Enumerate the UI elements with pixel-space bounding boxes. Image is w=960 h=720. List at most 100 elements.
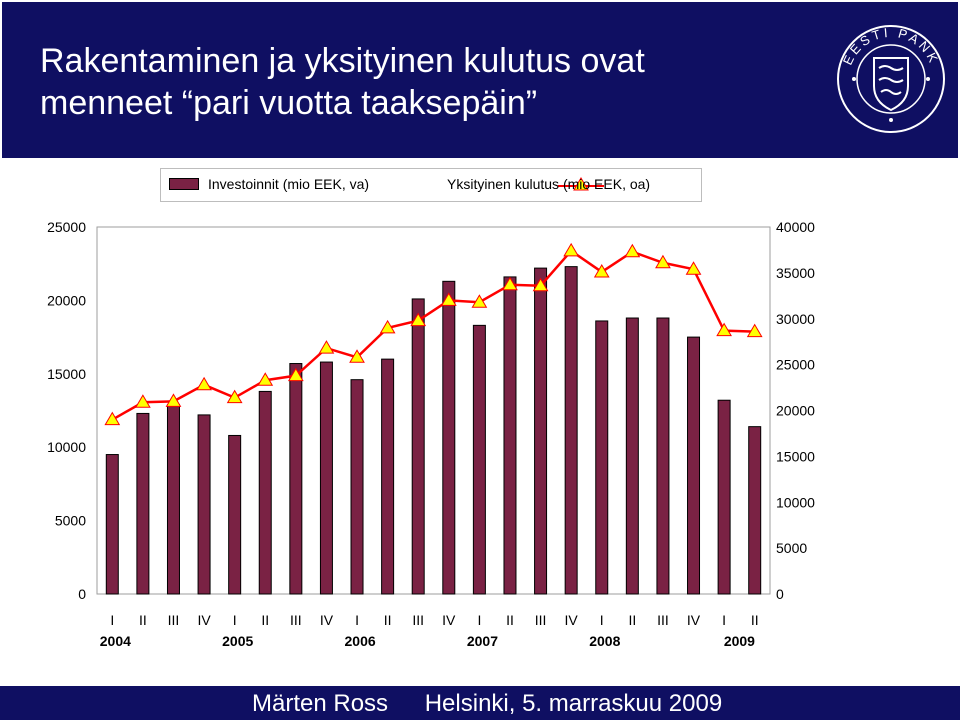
marker-consumption xyxy=(257,372,274,386)
bar-investments xyxy=(166,404,180,595)
bar-investments xyxy=(350,379,364,595)
eesti-pank-logo: EESTI PANK xyxy=(837,25,945,133)
x-axis-year-label: 2005 xyxy=(222,633,253,649)
marker-consumption xyxy=(746,323,763,338)
bar-investments xyxy=(228,434,242,595)
x-axis-quarter-label: II xyxy=(506,612,514,628)
x-axis-quarter-label: IV xyxy=(442,612,456,628)
x-axis-quarter-label: I xyxy=(600,612,604,628)
left-axis-tick-label: 15000 xyxy=(47,366,86,382)
marker-consumption xyxy=(440,292,457,306)
x-axis-quarter-label: I xyxy=(110,612,114,628)
marker-consumption xyxy=(104,411,121,426)
x-axis-quarter-label: III xyxy=(657,612,669,628)
left-axis-tick-label: 25000 xyxy=(47,219,86,235)
footer-text: Märten Ross Helsinki, 5. marraskuu 2009 xyxy=(252,690,722,718)
marker-consumption xyxy=(716,322,732,337)
x-axis-year-label: 2006 xyxy=(345,633,376,649)
marker-consumption xyxy=(593,263,610,278)
x-axis-quarter-label: II xyxy=(261,612,269,628)
bar-investments xyxy=(411,298,425,595)
x-axis-year-label: 2009 xyxy=(724,633,755,649)
bar-investments xyxy=(595,320,609,595)
right-axis-tick-label: 20000 xyxy=(776,403,815,419)
x-axis-quarter-label: I xyxy=(355,612,359,628)
x-axis-quarter-label: II xyxy=(628,612,636,628)
bar-investments xyxy=(136,412,150,595)
page-title-line-1: Rakentaminen ja yksityinen kulutus ovat xyxy=(40,42,645,80)
marker-consumption xyxy=(471,294,488,308)
x-axis-quarter-label: IV xyxy=(320,612,334,628)
x-axis-quarter-label: III xyxy=(412,612,424,628)
marker-consumption xyxy=(532,277,549,292)
bar-investments xyxy=(687,336,701,595)
x-axis-quarter-label: II xyxy=(751,612,759,628)
right-axis-tick-label: 30000 xyxy=(776,311,815,327)
chart-legend: Investoinnit (mio EEK, va) Yksityinen ku… xyxy=(160,168,702,202)
right-axis-tick-label: 40000 xyxy=(776,219,815,235)
x-axis-year-label: 2007 xyxy=(467,633,498,649)
logo-text: EESTI PANK xyxy=(840,25,942,67)
line-consumption xyxy=(111,249,755,421)
marker-consumption xyxy=(655,254,671,269)
x-axis-quarter-label: II xyxy=(139,612,147,628)
x-axis-quarter-label: III xyxy=(168,612,180,628)
x-axis-quarter-label: II xyxy=(384,612,392,628)
bar-investments xyxy=(442,280,456,595)
bar-investments xyxy=(717,399,731,595)
left-axis-tick-label: 10000 xyxy=(47,439,86,455)
title-band: Rakentaminen ja yksityinen kulutus ovat … xyxy=(2,2,958,158)
right-axis-tick-label: 15000 xyxy=(776,448,815,464)
legend-label-investments: Investoinnit (mio EEK, va) xyxy=(208,176,370,192)
marker-consumption xyxy=(226,389,243,404)
bar-investments xyxy=(656,317,670,595)
marker-consumption xyxy=(165,393,182,407)
footer-event: Helsinki, 5. marraskuu 2009 xyxy=(424,690,723,717)
bar-line-chart: 0 5000 10000 15000 20000 25000 0 5000 10000 15000… xyxy=(47,219,815,649)
bar-investments xyxy=(564,266,578,595)
marker-consumption xyxy=(135,394,151,408)
right-axis-tick-label: 5000 xyxy=(776,540,807,556)
marker-consumption xyxy=(318,340,335,354)
marker-consumption xyxy=(563,242,580,257)
legend-swatch-consumption xyxy=(558,177,604,191)
marker-consumption xyxy=(624,243,641,258)
x-axis-quarter-label: IV xyxy=(687,612,701,628)
right-axis-tick-label: 25000 xyxy=(776,357,815,373)
bar-investments xyxy=(534,267,548,595)
marker-consumption xyxy=(379,319,396,334)
bar-investments xyxy=(625,317,639,595)
bar-investments xyxy=(258,390,272,595)
footer-band: Märten Ross Helsinki, 5. marraskuu 2009 xyxy=(0,686,960,720)
x-axis-quarter-label: I xyxy=(722,612,726,628)
right-axis-tick-label: 10000 xyxy=(776,494,815,510)
bar-investments xyxy=(503,276,517,595)
marker-consumption xyxy=(685,261,702,275)
x-axis-quarter-label: III xyxy=(535,612,547,628)
marker-consumption xyxy=(410,312,427,327)
left-axis-tick-label: 0 xyxy=(78,586,86,602)
marker-consumption xyxy=(349,349,365,363)
bar-investments xyxy=(748,426,762,595)
legend-swatch-investments xyxy=(169,178,199,190)
left-axis-tick-label: 20000 xyxy=(47,292,86,308)
bar-investments xyxy=(472,324,486,595)
x-axis-quarter-label: I xyxy=(233,612,237,628)
marker-consumption xyxy=(196,376,212,391)
marker-consumption xyxy=(287,367,304,382)
bar-investments xyxy=(105,454,119,595)
bar-investments xyxy=(319,361,333,595)
page-title: Rakentaminen ja yksityinen kulutus ovat … xyxy=(40,40,645,124)
x-axis-year-label: 2004 xyxy=(100,633,131,649)
right-axis-tick-label: 0 xyxy=(776,586,784,602)
page-title-line-2: menneet “pari vuotta taaksepäin” xyxy=(40,84,538,122)
legend-label-consumption: Yksityinen kulutus (mio EEK, oa) xyxy=(447,176,651,192)
left-axis-tick-label: 5000 xyxy=(55,513,86,529)
x-axis-year-label: 2008 xyxy=(589,633,620,649)
bar-investments xyxy=(289,363,303,595)
bar-investments xyxy=(381,358,395,595)
footer-author: Märten Ross xyxy=(252,690,389,717)
right-axis-tick-label: 35000 xyxy=(776,265,815,281)
marker-consumption xyxy=(502,276,518,291)
x-axis-quarter-label: I xyxy=(477,612,481,628)
